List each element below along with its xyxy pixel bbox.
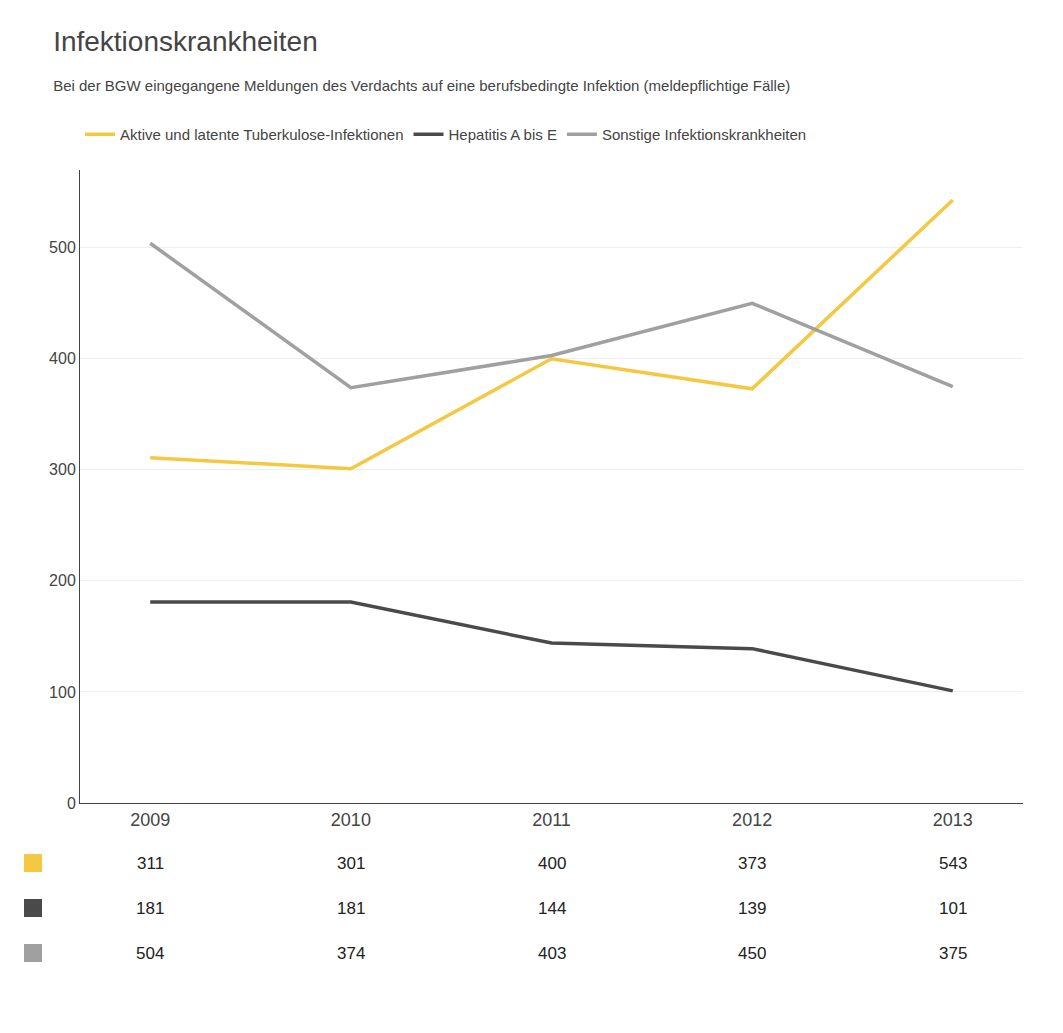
svg-text:504: 504 <box>136 944 164 963</box>
svg-text:144: 144 <box>538 899 566 918</box>
svg-text:2010: 2010 <box>331 810 371 830</box>
svg-text:Aktive und latente Tuberkulose: Aktive und latente Tuberkulose-Infektion… <box>120 126 404 143</box>
svg-text:375: 375 <box>939 944 967 963</box>
svg-text:139: 139 <box>738 899 766 918</box>
svg-text:373: 373 <box>738 854 766 873</box>
svg-text:300: 300 <box>49 461 76 478</box>
svg-text:311: 311 <box>137 854 164 873</box>
svg-text:543: 543 <box>939 854 967 873</box>
svg-text:374: 374 <box>337 944 365 963</box>
svg-text:100: 100 <box>49 684 76 701</box>
svg-text:181: 181 <box>136 899 164 918</box>
svg-text:500: 500 <box>49 239 76 256</box>
svg-text:181: 181 <box>337 899 365 918</box>
svg-text:101: 101 <box>939 899 967 918</box>
svg-text:Bei der BGW eingegangene Meldu: Bei der BGW eingegangene Meldungen des V… <box>53 77 790 94</box>
svg-text:301: 301 <box>337 854 365 873</box>
svg-text:Sonstige Infektionskrankheiten: Sonstige Infektionskrankheiten <box>602 126 806 143</box>
svg-text:2012: 2012 <box>732 810 772 830</box>
svg-text:2009: 2009 <box>130 810 170 830</box>
svg-text:400: 400 <box>538 854 566 873</box>
svg-text:200: 200 <box>49 572 76 589</box>
svg-text:2013: 2013 <box>933 810 973 830</box>
svg-text:2011: 2011 <box>532 810 571 830</box>
svg-text:Infektionskrankheiten: Infektionskrankheiten <box>53 26 318 57</box>
svg-text:450: 450 <box>738 944 766 963</box>
svg-text:0: 0 <box>67 795 76 812</box>
svg-text:400: 400 <box>49 350 76 367</box>
svg-text:Hepatitis A bis E: Hepatitis A bis E <box>449 126 557 143</box>
svg-text:403: 403 <box>538 944 566 963</box>
